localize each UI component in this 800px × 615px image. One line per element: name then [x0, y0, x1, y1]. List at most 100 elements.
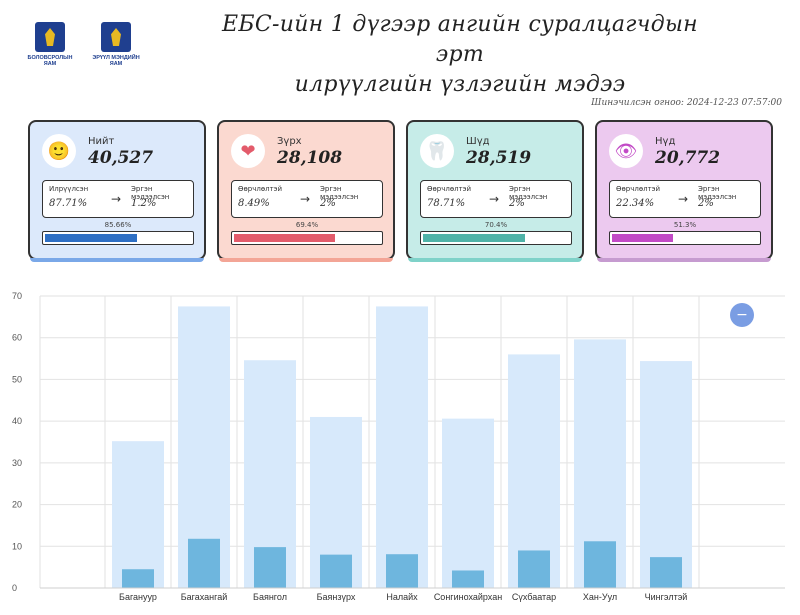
- y-tick-label: 60: [12, 333, 22, 343]
- bar-detected[interactable]: [584, 541, 616, 588]
- bar-total[interactable]: [442, 418, 494, 588]
- soyombo-emblem-icon: [101, 22, 131, 52]
- stat-card-2[interactable]: ❤ Зүрх 28,108 Өөрчлөлтэй 8.49% → Эргэн м…: [217, 120, 395, 262]
- stat-box: Илрүүлсэн 87.71% → Эргэн мэдээлсэн 1.2%: [42, 180, 194, 218]
- y-tick-label: 0: [12, 583, 17, 593]
- progress-percent: 70.4%: [484, 221, 508, 229]
- x-category-label: Баянгол: [253, 592, 287, 602]
- x-category-label: Хан-Уул: [583, 592, 617, 602]
- stat-value-2: 2%: [509, 198, 525, 209]
- stat-box: Өөрчлөлтэй 8.49% → Эргэн мэдээлсэн 2%: [231, 180, 383, 218]
- progress-fill: [423, 234, 526, 242]
- arrow-right-icon: →: [678, 192, 689, 206]
- logo-text: БОЛОВСРОЛЫН ЯАМ: [27, 55, 73, 67]
- stat-value-2: 1.2%: [131, 198, 157, 209]
- progress-fill: [612, 234, 674, 242]
- arrow-right-icon: →: [111, 192, 122, 206]
- y-tick-label: 40: [12, 416, 22, 426]
- progress-percent: 51.3%: [673, 221, 697, 229]
- arrow-right-icon: →: [489, 192, 500, 206]
- heart-icon: ❤: [231, 134, 265, 168]
- stat-label-2: Эргэн мэдээлсэн: [698, 185, 737, 201]
- x-category-label: Багануур: [119, 592, 157, 602]
- bar-total[interactable]: [112, 441, 164, 588]
- collapse-button[interactable]: −: [730, 303, 754, 327]
- district-bar-chart: 0 10 20 30 40 50 60 70 Багануур Багахангай Баянгол…: [12, 291, 785, 602]
- card-name: Нийт: [88, 136, 115, 147]
- stat-label-2: Эргэн мэдээлсэн: [131, 185, 170, 201]
- stat-value-2: 2%: [698, 198, 714, 209]
- bar-detected[interactable]: [650, 557, 682, 588]
- stat-box: Өөрчлөлтэй 22.34% → Эргэн мэдээлсэн 2%: [609, 180, 761, 218]
- progress-bar: [231, 231, 383, 245]
- stat-card-1[interactable]: 🙂 Нийт 40,527 Илрүүлсэн 87.71% → Эргэн м…: [28, 120, 206, 262]
- y-tick-label: 30: [12, 458, 22, 468]
- bar-detected[interactable]: [188, 538, 220, 588]
- ministry-education-logo: БОЛОВСРОЛЫН ЯАМ: [26, 22, 74, 67]
- title-line-1: ЕБС-ийн 1 дүгээр ангийн суралцагчдын эрт: [222, 12, 698, 67]
- card-shadow: [30, 258, 204, 262]
- boy-face-icon: 🙂: [42, 134, 76, 168]
- y-tick-label: 10: [12, 541, 22, 551]
- bar-total[interactable]: [508, 354, 560, 588]
- logo-text: ЭРҮҮЛ МЭНДИЙН ЯАМ: [92, 55, 140, 67]
- x-category-label: Сүхбаатар: [512, 592, 556, 602]
- bar-detected[interactable]: [320, 554, 352, 588]
- stat-box: Өөрчлөлтэй 78.71% → Эргэн мэдээлсэн 2%: [420, 180, 572, 218]
- progress-bar: [42, 231, 194, 245]
- stat-card-3[interactable]: 🦷 Шүд 28,519 Өөрчлөлтэй 78.71% → Эргэн м…: [406, 120, 584, 262]
- card-name: Нүд: [655, 136, 676, 147]
- x-category-label: Сонгинохайрхан: [434, 592, 502, 602]
- stat-label-2: Эргэн мэдээлсэн: [509, 185, 548, 201]
- card-count: 28,519: [466, 148, 532, 168]
- progress-bar: [420, 231, 572, 245]
- progress-fill: [234, 234, 335, 242]
- x-category-label: Чингэлтэй: [645, 592, 688, 602]
- bar-detected[interactable]: [386, 554, 418, 588]
- card-shadow: [408, 258, 582, 262]
- bar-detected[interactable]: [254, 547, 286, 588]
- x-category-label: Багахангай: [181, 592, 228, 602]
- progress-percent: 69.4%: [295, 221, 319, 229]
- ministry-health-logo: ЭРҮҮЛ МЭНДИЙН ЯАМ: [92, 22, 140, 67]
- card-count: 28,108: [277, 148, 343, 168]
- card-count: 40,527: [88, 148, 154, 168]
- x-category-label: Баянзүрх: [317, 592, 356, 602]
- progress-percent: 85.66%: [104, 221, 132, 229]
- tooth-icon: 🦷: [420, 134, 454, 168]
- card-name: Зүрх: [277, 136, 302, 147]
- stat-value-1: 87.71%: [49, 198, 88, 209]
- stat-value-2: 2%: [320, 198, 336, 209]
- updated-timestamp: Шинэчилсэн огноо: 2024-12-23 07:57:00: [591, 98, 782, 108]
- stat-value-1: 22.34%: [616, 198, 655, 209]
- title-line-2: илрүүлгийн үзлэгийн мэдээ: [294, 72, 626, 97]
- y-tick-label: 70: [12, 291, 22, 301]
- bar-detected[interactable]: [518, 550, 550, 588]
- eye-icon: 👁: [609, 134, 643, 168]
- stat-value-1: 8.49%: [238, 198, 270, 209]
- logo-group: БОЛОВСРОЛЫН ЯАМ ЭРҮҮЛ МЭНДИЙН ЯАМ: [26, 22, 140, 67]
- bar-detected[interactable]: [452, 570, 484, 588]
- card-shadow: [219, 258, 393, 262]
- bar-detected[interactable]: [122, 569, 154, 588]
- bar-total[interactable]: [376, 306, 428, 588]
- stat-value-1: 78.71%: [427, 198, 466, 209]
- stat-label-2: Эргэн мэдээлсэн: [320, 185, 359, 201]
- stat-label-1: Илрүүлсэн: [49, 185, 89, 193]
- y-tick-label: 20: [12, 500, 22, 510]
- progress-bar: [609, 231, 761, 245]
- y-tick-label: 50: [12, 374, 22, 384]
- soyombo-emblem-icon: [35, 22, 65, 52]
- bar-total[interactable]: [640, 361, 692, 588]
- progress-fill: [45, 234, 137, 242]
- card-count: 20,772: [655, 148, 721, 168]
- stat-label-1: Өөрчлөлтэй: [427, 185, 472, 193]
- stat-card-4[interactable]: 👁 Нүд 20,772 Өөрчлөлтэй 22.34% → Эргэн м…: [595, 120, 773, 262]
- card-shadow: [597, 258, 771, 262]
- stat-label-1: Өөрчлөлтэй: [616, 185, 661, 193]
- stat-label-1: Өөрчлөлтэй: [238, 185, 283, 193]
- card-name: Шүд: [466, 136, 490, 147]
- x-category-label: Налайх: [386, 592, 418, 602]
- page-title: ЕБС-ийн 1 дүгээр ангийн суралцагчдын эрт…: [200, 10, 720, 100]
- arrow-right-icon: →: [300, 192, 311, 206]
